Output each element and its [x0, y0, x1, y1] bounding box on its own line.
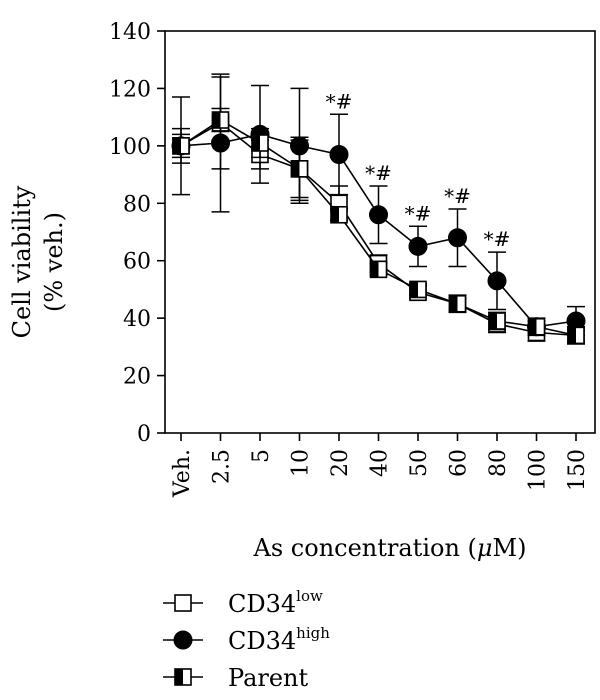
- marker-shape: [329, 144, 349, 164]
- data-point: [448, 294, 467, 313]
- y-tick-label: 40: [123, 307, 151, 332]
- legend-marker: [174, 594, 192, 612]
- marker-shape: [369, 205, 388, 225]
- data-point: [369, 260, 388, 279]
- marker-shape: [448, 228, 467, 248]
- marker-shape: [408, 236, 428, 256]
- marker-fill: [175, 669, 183, 685]
- x-tick-label: 50: [407, 449, 432, 477]
- data-point: [448, 228, 467, 248]
- significance-label: *#: [444, 184, 471, 208]
- series-cd34-high: [171, 73, 586, 337]
- legend-marker: [174, 668, 192, 686]
- x-tick-label: Veh.: [170, 449, 195, 498]
- legend-label-sup: high: [296, 624, 330, 642]
- x-tick-label: 10: [289, 449, 314, 477]
- data-point: [330, 205, 348, 224]
- significance-label: *#: [405, 201, 432, 225]
- y-tick-label: 80: [123, 192, 151, 217]
- data-point: [251, 134, 269, 152]
- marker-fill: [568, 327, 576, 344]
- marker-shape: [174, 594, 192, 612]
- legend-label: Parent: [228, 664, 309, 692]
- data-point: [408, 236, 428, 256]
- x-tick-label: 20: [328, 449, 353, 477]
- y-tick-label: 120: [109, 77, 151, 102]
- data-point: [487, 271, 507, 291]
- marker-fill: [370, 261, 379, 278]
- marker-fill: [410, 281, 418, 298]
- legend-item-cd34-low: CD34low: [163, 587, 323, 618]
- legend-label-sup: low: [296, 587, 323, 605]
- legend-label: CD34low: [228, 587, 323, 618]
- marker-fill: [331, 206, 339, 223]
- significance-label: *#: [326, 89, 353, 113]
- y-tick-label: 60: [123, 250, 151, 275]
- x-tick-label: 100: [526, 449, 551, 491]
- marker-shape: [173, 630, 193, 650]
- series-parent: [172, 107, 585, 345]
- x-tick-label: 80: [486, 449, 511, 477]
- x-tick-label: 150: [565, 449, 590, 491]
- legend-marker: [173, 630, 193, 650]
- x-tick-label: 2.5: [210, 449, 235, 484]
- x-tick-label: 60: [447, 449, 472, 477]
- x-tick-label: 5: [249, 449, 274, 463]
- data-point: [211, 133, 230, 153]
- y-axis-title-line1: Cell viability: [8, 185, 36, 338]
- marker-fill: [252, 134, 260, 151]
- marker-fill: [489, 313, 497, 330]
- legend-item-parent: Parent: [163, 664, 309, 692]
- axis-labels: Cell viability (% veh.) As concentration…: [8, 185, 526, 562]
- y-axis-title-line2: (% veh.): [40, 212, 68, 312]
- marker-fill: [173, 137, 181, 154]
- x-axis-title: As concentration (μM): [253, 534, 527, 562]
- marker-fill: [528, 318, 537, 335]
- legend-label-name: CD34: [228, 627, 296, 655]
- legend-item-cd34-high: CD34high: [163, 624, 330, 655]
- series-layer: [171, 73, 586, 345]
- axes: 0 20 40 60 80 100 120 140 Veh. 2.5 5 10 20 40 50 60 80 10…: [109, 20, 596, 498]
- data-point: [567, 326, 585, 345]
- legend-label: CD34high: [228, 624, 330, 655]
- plot-frame: [164, 30, 596, 434]
- legend-label-name: CD34: [228, 590, 296, 618]
- marker-fill: [449, 295, 458, 312]
- data-point: [488, 312, 506, 330]
- marker-shape: [487, 271, 507, 291]
- marker-fill: [212, 112, 221, 129]
- annotations-layer: *# *# *# *# *#: [326, 89, 511, 251]
- significance-label: *#: [365, 161, 392, 185]
- data-point: [172, 137, 190, 155]
- data-point: [290, 160, 309, 178]
- y-tick-label: 100: [109, 135, 151, 160]
- marker-shape: [211, 133, 230, 153]
- data-point: [369, 205, 388, 225]
- x-axis-title-mu: μ: [477, 534, 493, 562]
- data-point: [527, 317, 546, 336]
- data-point: [211, 111, 230, 129]
- legend-label-name: Parent: [228, 664, 309, 692]
- y-tick-label: 140: [109, 20, 151, 45]
- data-point: [409, 280, 427, 299]
- marker-fill: [291, 160, 300, 177]
- x-axis-title-unit: M): [493, 534, 527, 562]
- x-tick-label: 40: [368, 449, 393, 477]
- y-tick-label: 20: [123, 365, 151, 390]
- y-tick-label: 0: [137, 422, 151, 447]
- data-point: [329, 144, 349, 164]
- x-axis-title-main: As concentration (: [253, 534, 477, 562]
- significance-label: *#: [484, 227, 511, 251]
